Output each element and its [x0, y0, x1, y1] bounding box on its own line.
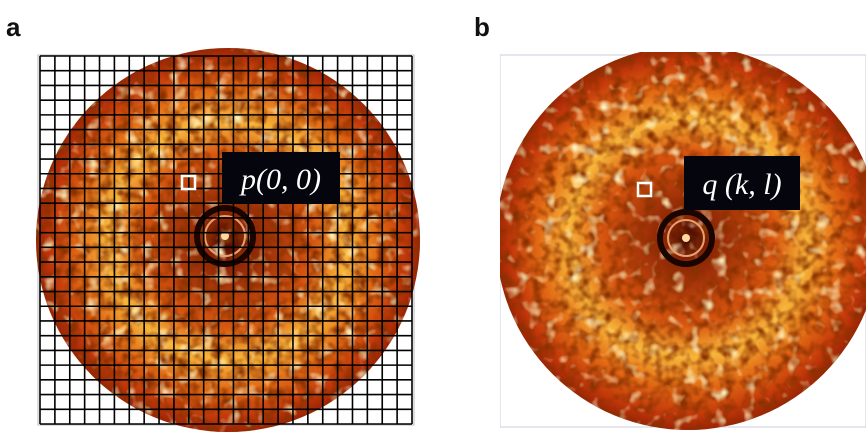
ivus-image: [496, 46, 866, 430]
catheter-center: [682, 234, 690, 242]
panel-label: b: [474, 12, 490, 42]
annotation: q (k, l): [702, 168, 781, 201]
ivus-image: [36, 48, 420, 432]
figure: a p(0, 0) b q (k, l): [0, 0, 866, 433]
texture: [496, 46, 866, 430]
panel-label: a: [6, 12, 21, 42]
texture: [36, 48, 420, 432]
page: a p(0, 0) b q (k, l) (() => { const data…: [0, 0, 866, 433]
annotation: p(0, 0): [239, 163, 321, 196]
